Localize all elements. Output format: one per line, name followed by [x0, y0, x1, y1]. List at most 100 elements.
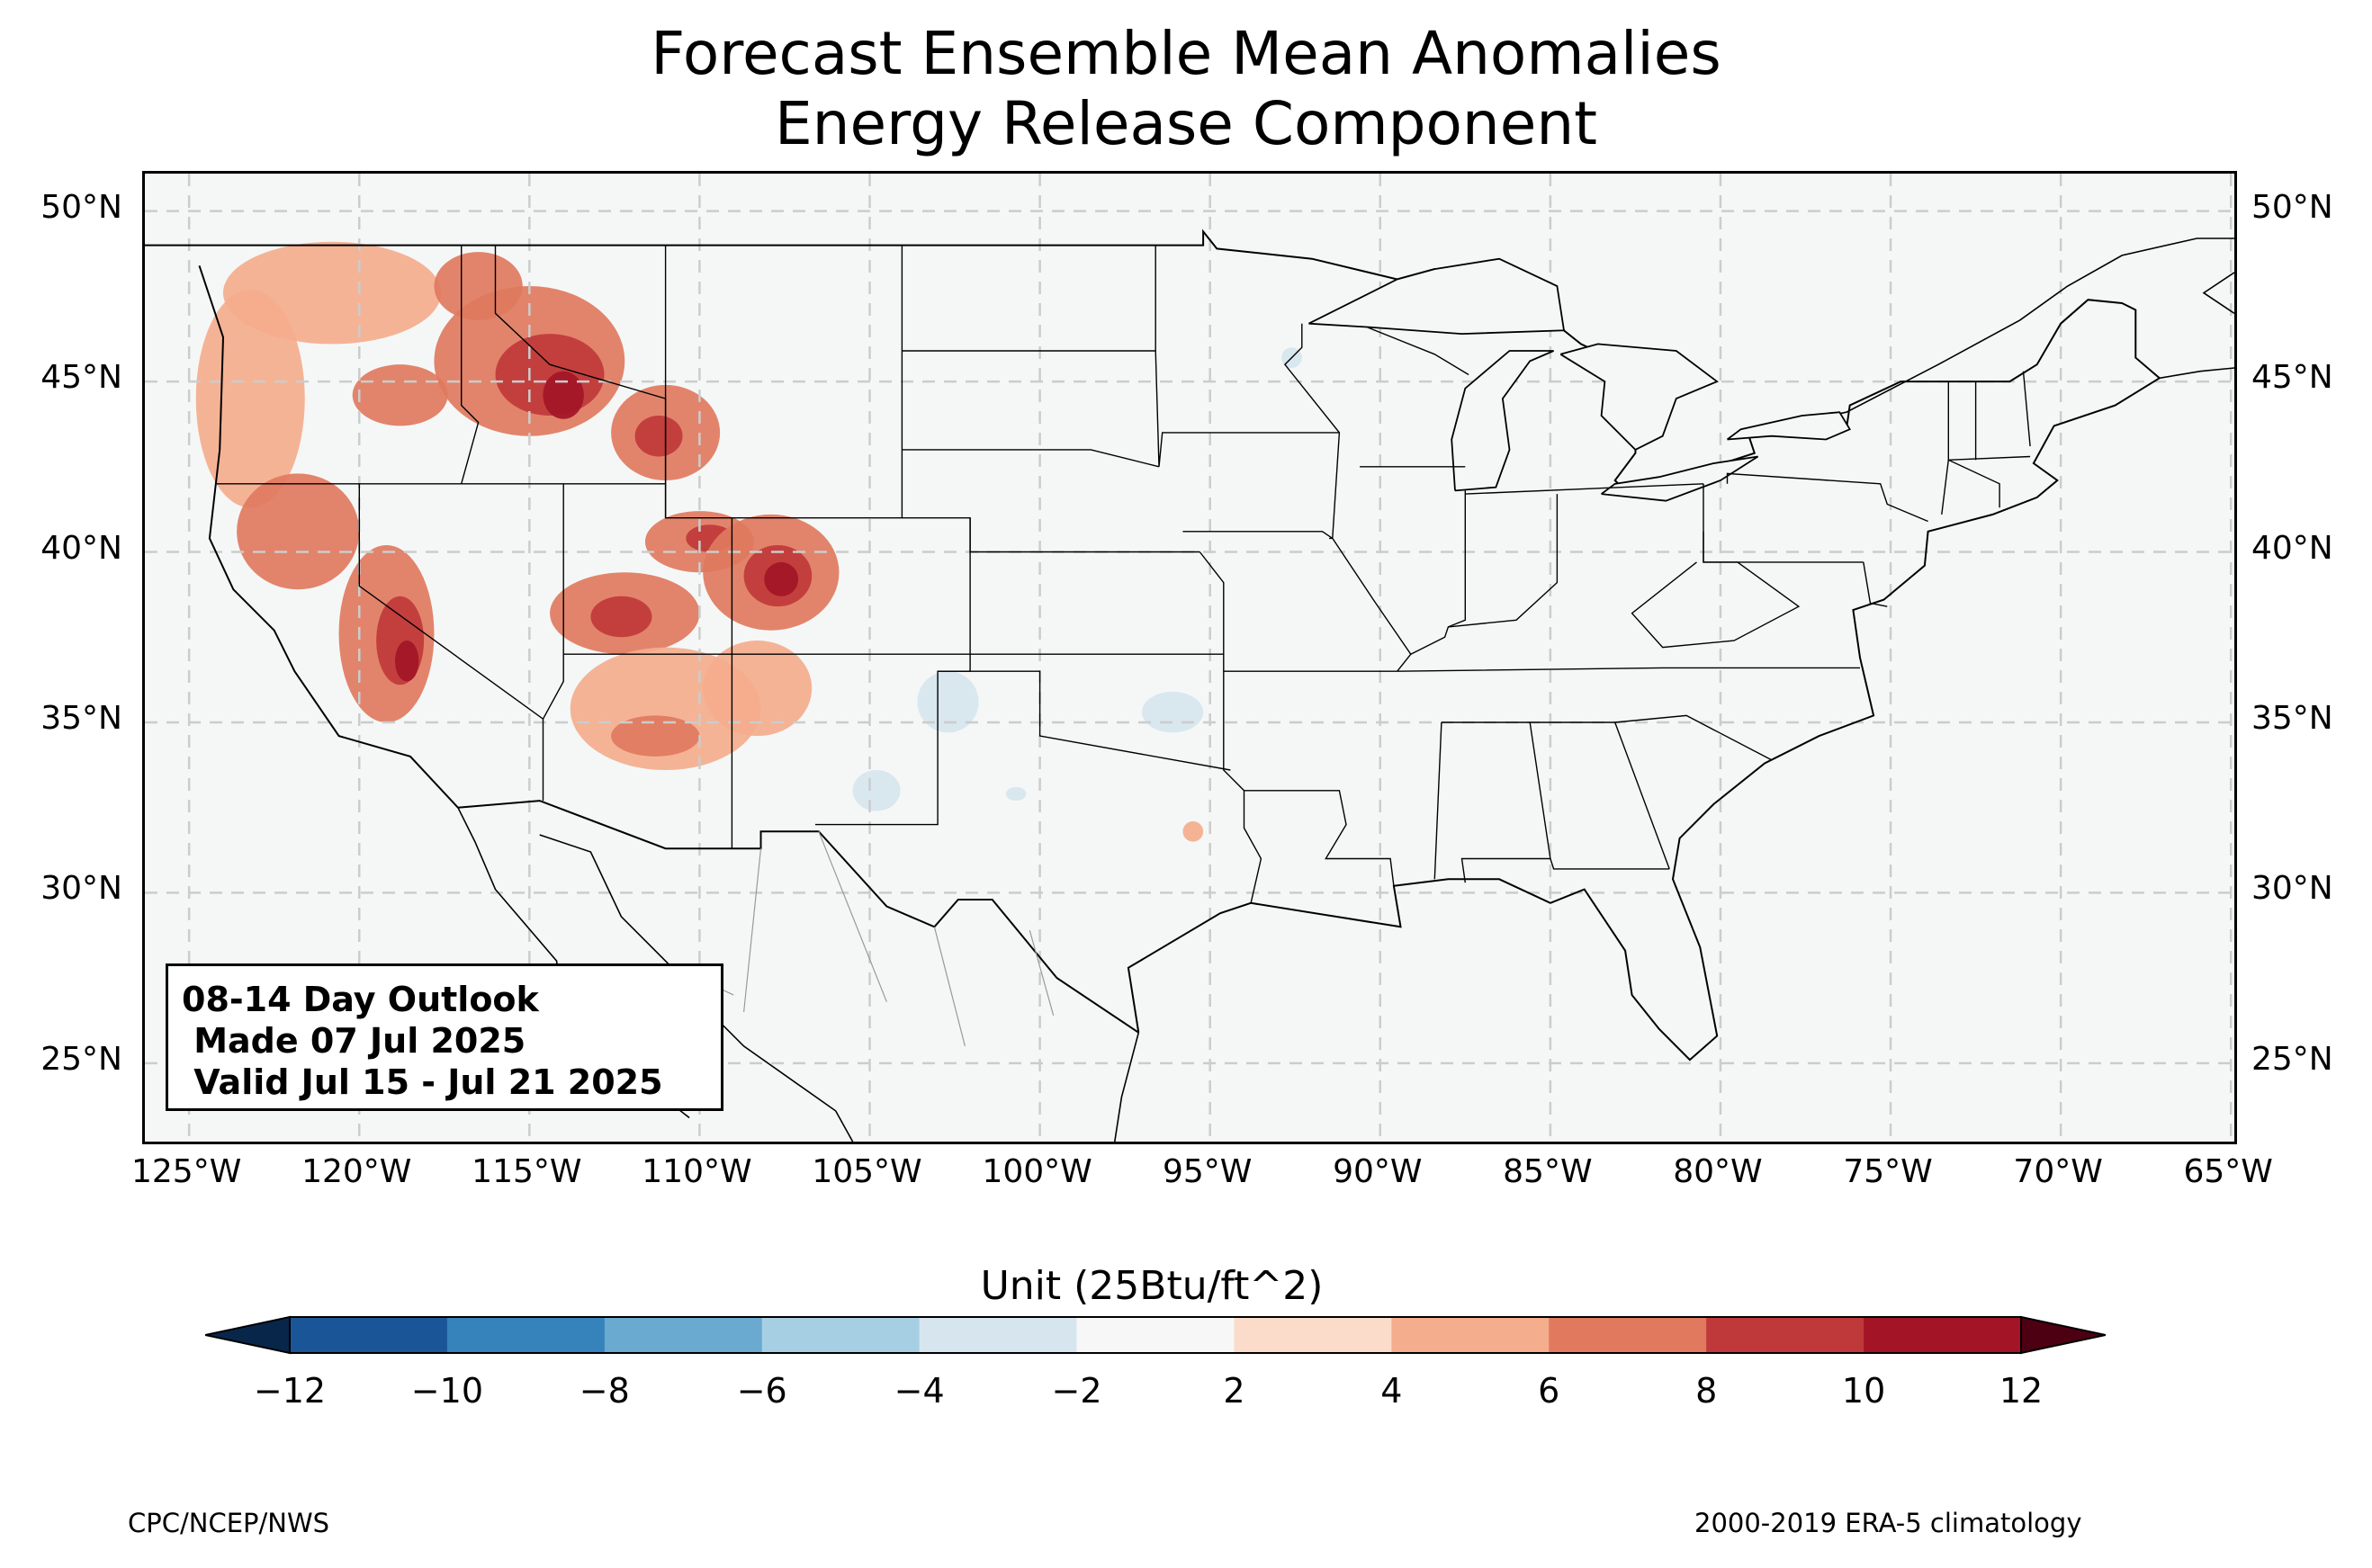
state-boundary: [902, 517, 1200, 553]
lon-tick-label: 75°W: [1843, 1153, 1933, 1190]
lat-tick-label-left: 50°N: [40, 188, 122, 226]
state-boundary: [1155, 350, 1340, 467]
lon-tick-label: 85°W: [1503, 1153, 1593, 1190]
colorbar-tick-label: 8: [1695, 1371, 1718, 1411]
lat-tick-label-right: 30°N: [2251, 870, 2333, 908]
anomaly-idaho-montana-peak: [543, 371, 584, 419]
lat-tick-label-left: 45°N: [40, 359, 122, 397]
state-boundary: [542, 483, 564, 720]
colorbar-segment: [1391, 1317, 1550, 1353]
outlook-period: 08-14 Day Outlook: [182, 980, 539, 1019]
lon-tick-label: 125°W: [131, 1153, 242, 1190]
state-boundary: [1465, 483, 1704, 495]
state-boundary: [1703, 483, 1864, 563]
colorbar-segment: [1234, 1317, 1392, 1353]
lake-ontario: [1726, 411, 1852, 441]
colorbar-under-extension: [205, 1315, 291, 1355]
atlantic-gulf-coast: [1127, 377, 2161, 1062]
colorbar-over-extension: [2020, 1315, 2106, 1355]
colorbar-segment: [919, 1317, 1078, 1353]
lon-tick-label: 70°W: [2013, 1153, 2103, 1190]
state-boundary: [1283, 323, 1341, 540]
lon-tick-label: 80°W: [1673, 1153, 1763, 1190]
footer-climatology: 2000-2019 ERA-5 climatology: [1694, 1508, 2082, 1538]
colorbar-tick-label: 10: [1841, 1371, 1886, 1411]
state-boundary: [1948, 455, 2031, 461]
colorbar-segment: [761, 1317, 921, 1353]
anomaly-southern-utah-core: [590, 596, 652, 638]
anomaly-fill-layer: [195, 241, 1302, 842]
lake-michigan: [1451, 350, 1554, 492]
lat-tick-label-left: 35°N: [40, 699, 122, 737]
state-boundary: [1863, 561, 1888, 607]
valid-range: Valid Jul 15 - Jul 21 2025: [182, 1062, 663, 1102]
colorbar-tick-label: −10: [410, 1371, 483, 1411]
mexico-state-line: [743, 848, 762, 1013]
colorbar-tick-label: −6: [736, 1371, 787, 1411]
state-boundary: [1550, 858, 1670, 870]
colorbar-label: Unit (25Btu/ft^2): [980, 1263, 1324, 1309]
lon-tick-label: 90°W: [1333, 1153, 1423, 1190]
colorbar-segment: [1864, 1317, 2022, 1353]
bay-of-fundy-shore: [2159, 367, 2234, 380]
state-boundary: [358, 483, 544, 802]
state-boundary: [1243, 790, 1262, 903]
colorbar: [205, 1315, 2106, 1355]
lon-tick-label: 65°W: [2183, 1153, 2273, 1190]
lon-tick-label: 110°W: [642, 1153, 752, 1190]
lon-tick-label: 105°W: [812, 1153, 922, 1190]
state-boundary: [1460, 721, 1551, 883]
state-boundary: [2022, 371, 2031, 447]
lon-tick-label: 100°W: [982, 1153, 1092, 1190]
colorbar-tick-label: −8: [579, 1371, 630, 1411]
chart-title: Forecast Ensemble Mean Anomalies: [651, 19, 1721, 88]
colorbar-tick-label: 12: [1999, 1371, 2044, 1411]
lat-tick-label-left: 25°N: [40, 1040, 122, 1078]
mexico-state-line: [1029, 929, 1055, 1016]
anomaly-eastern-oregon: [352, 364, 448, 426]
footer-source: CPC/NCEP/NWS: [128, 1508, 330, 1538]
lat-tick-label-right: 40°N: [2251, 529, 2333, 567]
us-mexico-border: [457, 800, 1139, 1034]
gaspe-shore: [2202, 272, 2234, 314]
state-boundary: [664, 245, 903, 519]
negative-anomaly-southwest-kansas: [917, 671, 979, 733]
colorbar-segment: [1076, 1317, 1235, 1353]
lon-tick-label: 120°W: [301, 1153, 412, 1190]
anomaly-colorado-peak: [764, 561, 799, 596]
colorbar-tick-label: −4: [894, 1371, 945, 1411]
state-boundary: [1223, 654, 1395, 886]
state-boundary: [1397, 667, 1860, 672]
anomaly-sierra-peak: [394, 641, 419, 682]
lat-tick-label-right: 35°N: [2251, 699, 2333, 737]
anomaly-central-arizona: [611, 715, 700, 757]
state-boundary: [1631, 531, 1801, 649]
lon-tick-label: 115°W: [472, 1153, 582, 1190]
outlook-info-box: 08-14 Day Outlook Made 07 Jul 2025 Valid…: [166, 963, 723, 1111]
colorbar-segment: [446, 1317, 606, 1353]
state-boundary: [970, 551, 1225, 655]
mexico-gulf-coast: [1114, 1032, 1140, 1142]
made-date: Made 07 Jul 2025: [182, 1021, 526, 1061]
state-boundary: [902, 449, 1160, 468]
lat-tick-label-right: 25°N: [2251, 1040, 2333, 1078]
colorbar-segment: [604, 1317, 763, 1353]
lat-tick-label-right: 50°N: [2251, 188, 2333, 226]
colorbar-tick-label: 4: [1380, 1371, 1403, 1411]
anomaly-new-mexico-west: [703, 641, 813, 737]
state-boundary: [1941, 459, 2000, 515]
colorbar-segment: [1706, 1317, 1864, 1353]
lat-tick-label-left: 30°N: [40, 870, 122, 908]
state-boundary: [1433, 721, 1442, 880]
anomaly-wyoming-core: [634, 416, 683, 457]
negative-anomaly-oklahoma-panhandle: [1142, 691, 1204, 733]
state-boundary: [1410, 490, 1466, 655]
lat-tick-label-left: 40°N: [40, 529, 122, 567]
mexico-state-line: [933, 927, 966, 1047]
negative-anomaly-west-texas: [852, 770, 901, 811]
lon-tick-label: 95°W: [1162, 1153, 1253, 1190]
colorbar-tick-label: 6: [1538, 1371, 1560, 1411]
lake-erie: [1601, 455, 1759, 502]
colorbar-tick-label: −2: [1051, 1371, 1102, 1411]
colorbar-tick-label: −12: [253, 1371, 327, 1411]
